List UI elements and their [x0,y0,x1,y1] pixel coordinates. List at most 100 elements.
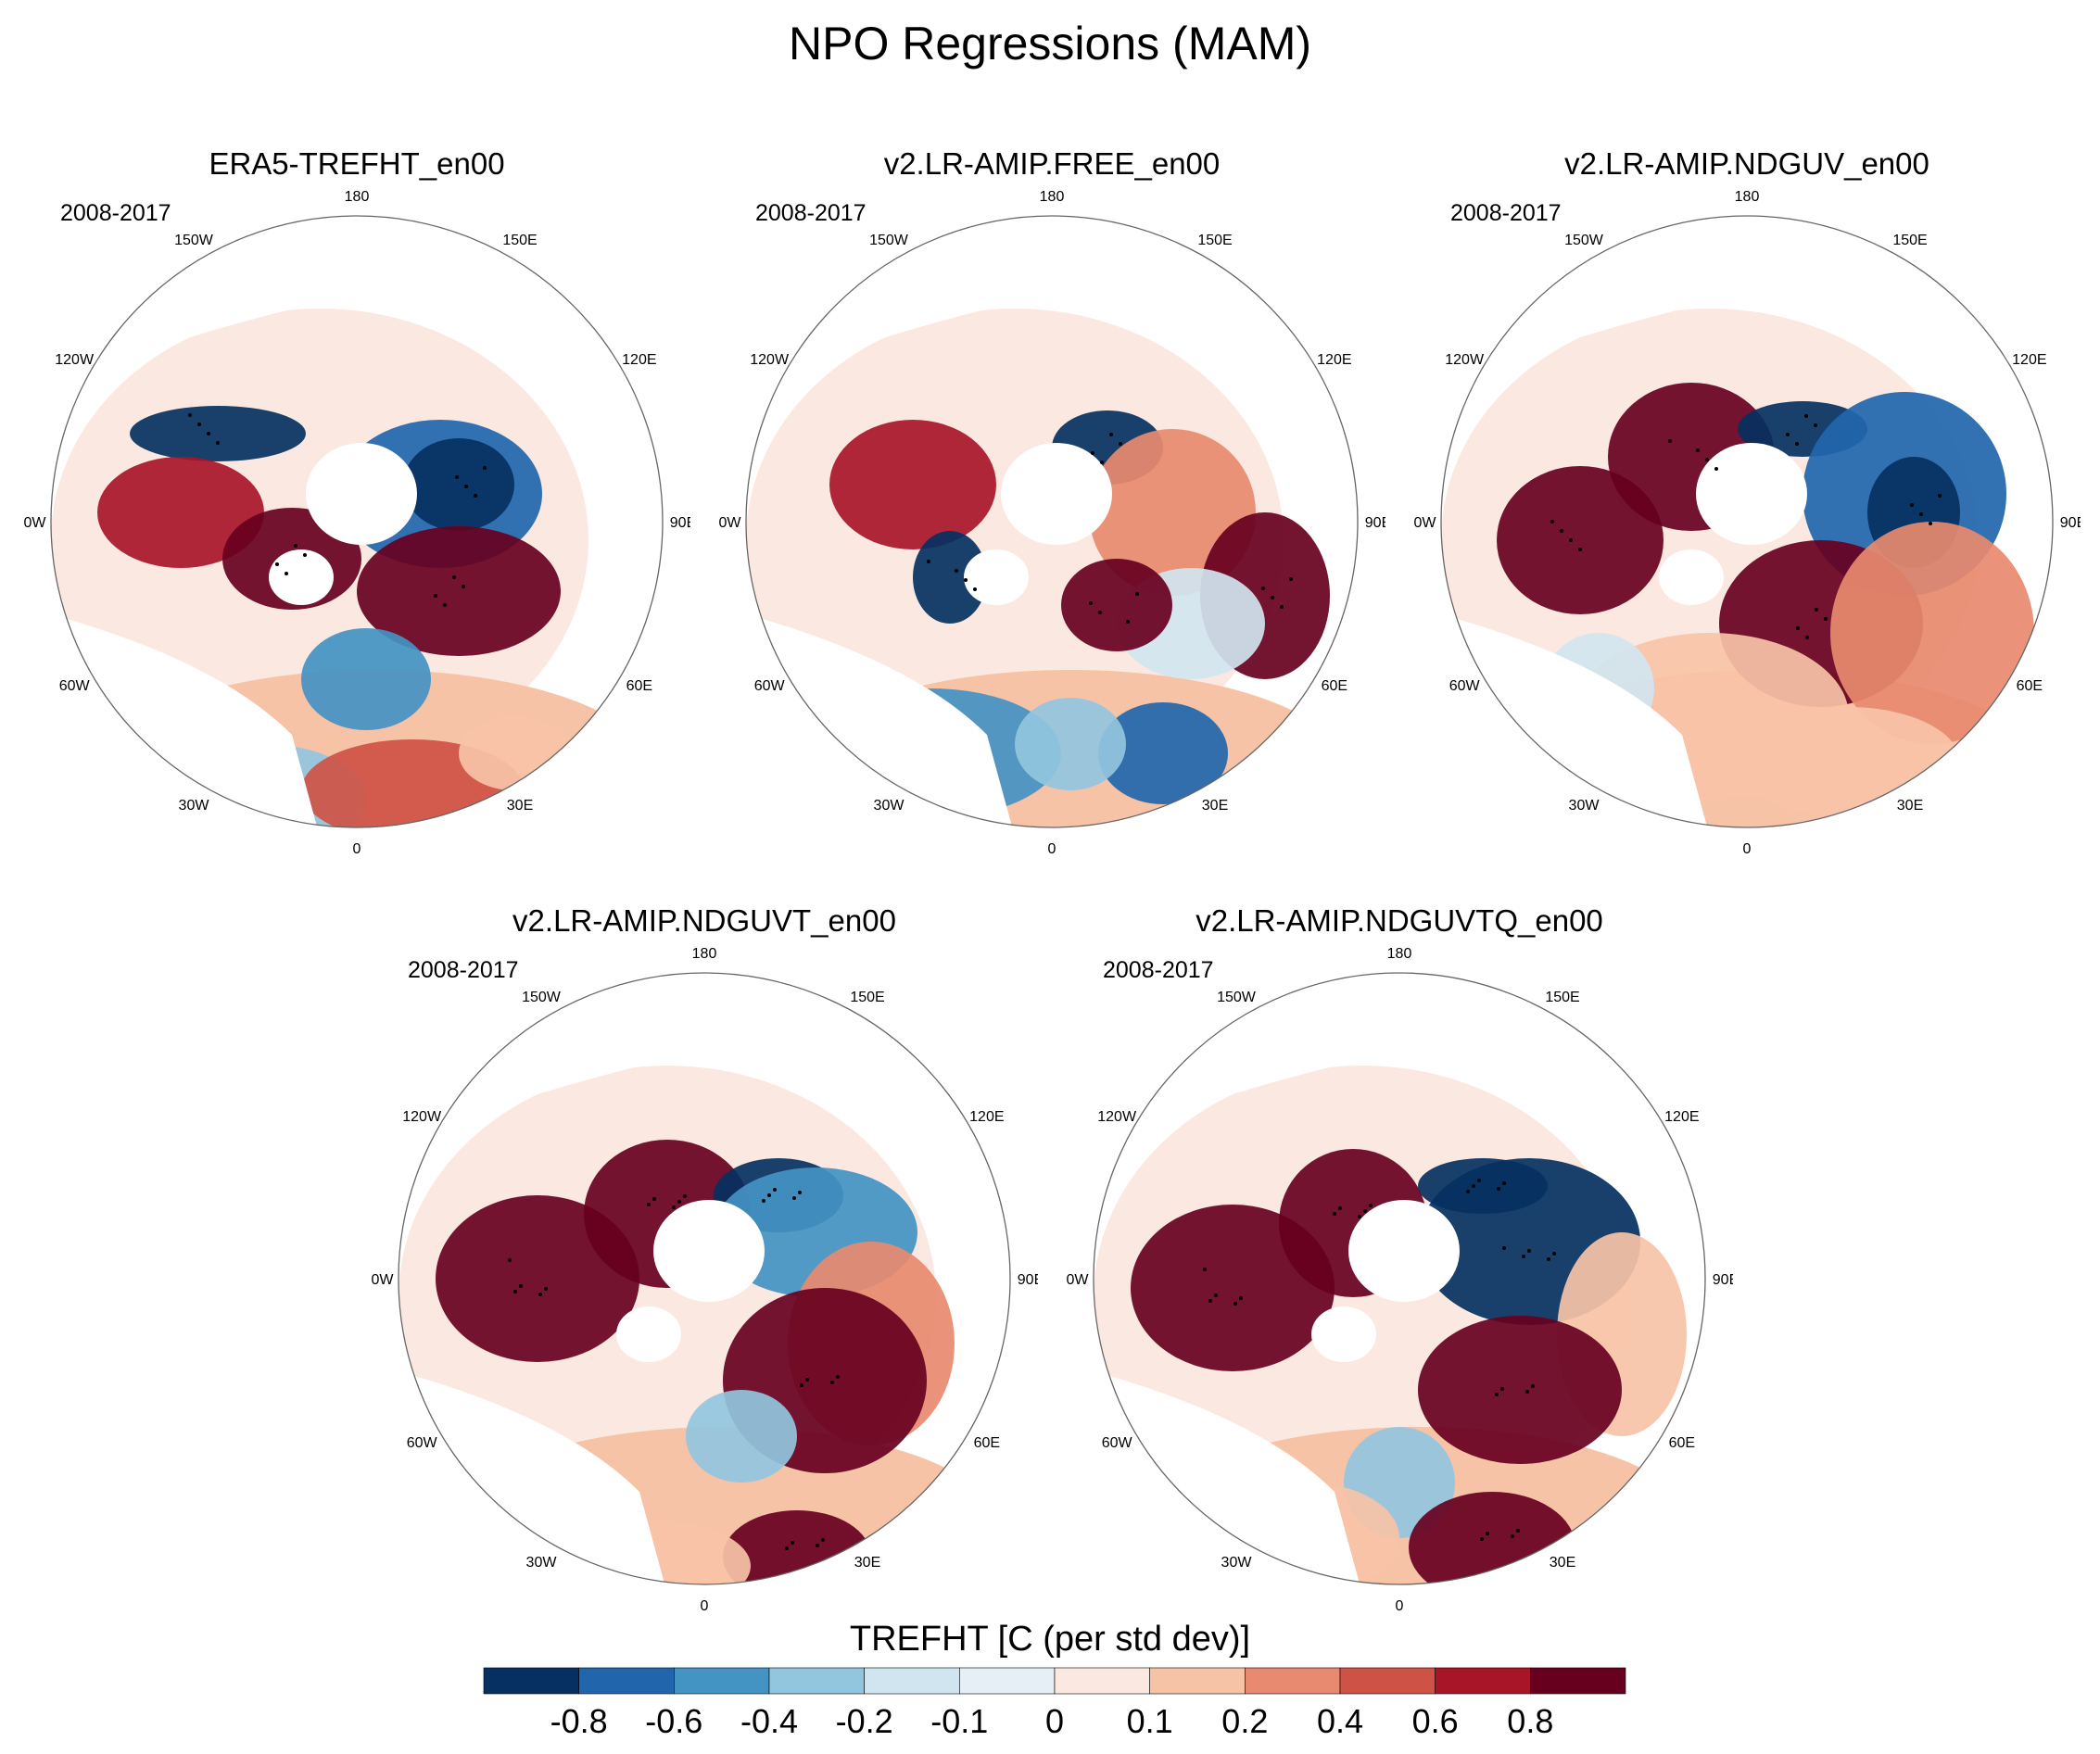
significance-dot [672,1205,676,1209]
significance-dot [1214,1293,1218,1297]
significance-dot [1531,1384,1535,1388]
significance-dot [1203,1268,1207,1271]
significance-dot [1091,451,1094,455]
colorbar-label: 0.1 [1127,1702,1173,1740]
significance-dot [455,475,459,479]
map-panel-era5: ERA5-TREFHT_en00 2008-2017 180 150E 120E 90… [23,146,690,925]
significance-dot [1502,1246,1506,1250]
hudson-bay [616,1306,681,1362]
significance-dot [1271,596,1274,599]
significance-dot [434,594,437,598]
longitude-label: 150W [522,990,562,1005]
longitude-label: 30E [1550,1555,1575,1571]
significance-dot [1824,617,1828,621]
significance-dot [767,1193,771,1197]
figure-title: NPO Regressions (MAM) [789,18,1311,69]
significance-dot [544,1287,548,1291]
anomaly-blob [913,531,987,624]
longitude-label: 90W [718,515,741,531]
longitude-label: 150E [1545,990,1579,1005]
longitude-label: 120E [622,352,656,368]
longitude-label: 90W [23,515,46,531]
significance-dot [1502,1181,1506,1185]
significance-dot [1135,592,1139,596]
significance-dot [1795,442,1799,446]
significance-dot [973,587,977,591]
longitude-label: 150E [850,990,884,1005]
longitude-label: 120W [55,352,95,368]
map-boundary [398,972,1011,1585]
anomaly-blob [403,438,514,531]
colorbar-label: 0.8 [1507,1702,1553,1740]
significance-dot [683,1194,687,1198]
significance-dot [805,1378,809,1382]
significance-dot [1804,414,1808,418]
significance-dot [1814,423,1817,427]
longitude-label: 120W [750,352,790,368]
significance-dot [785,1546,789,1550]
longitude-label: 0 [1743,841,1752,857]
panel-period: 2008-2017 [1103,957,1214,983]
significance-dot [1805,636,1809,639]
longitude-label: 90W [371,1272,394,1288]
longitude-label: 60E [974,1435,1000,1451]
longitude-label: 60W [59,678,91,694]
colorbar-label: -0.1 [930,1702,988,1740]
significance-dot [285,572,288,575]
significance-dot [1511,1534,1514,1538]
anomaly-blob [1497,466,1664,614]
significance-dot [1919,512,1923,516]
significance-dot [1938,494,1942,498]
anomaly-blob [1830,522,2034,744]
hudson-bay [1659,549,1724,605]
anomaly-field [1441,216,2053,827]
significance-dot [1522,1255,1525,1258]
longitude-label: 60W [754,678,786,694]
hudson-bay [269,549,334,605]
longitude-label: 150W [174,233,214,248]
longitude-label: 120W [1445,352,1485,368]
anomaly-field [51,216,663,827]
longitude-label: 60E [1322,678,1347,694]
significance-dot [1668,439,1672,443]
map-panel-ndguv: v2.LR-AMIP.NDGUV_en00 2008-2017 180 150E 1… [1413,146,2081,925]
significance-dot [474,494,477,498]
colorbar-label: 0.6 [1412,1702,1459,1740]
colorbar-label: -0.6 [645,1702,702,1740]
colorbar-label: 0.4 [1317,1702,1363,1740]
longitude-label: 120E [1317,352,1351,368]
significance-dot [452,575,456,579]
anomaly-blob [1418,1316,1622,1464]
panel-period: 2008-2017 [1450,200,1562,226]
significance-dot [1786,433,1790,436]
arctic-ocean [1696,443,1807,545]
significance-dot [1098,611,1102,614]
anomaly-blob [301,628,431,730]
anomaly-blob [829,420,996,549]
significance-dot [1338,1206,1342,1210]
longitude-label: 0 [701,1598,709,1614]
longitude-label: 60W [1449,678,1481,694]
longitude-label: 30W [526,1555,558,1571]
arctic-ocean [306,443,417,545]
significance-dot [955,569,958,573]
longitude-label: 60W [407,1435,438,1451]
longitude-label: 30W [1569,798,1600,814]
colorbar-label: 0.2 [1221,1702,1268,1740]
anomaly-blob [357,526,561,656]
longitude-label: 90E [2060,515,2081,531]
significance-dot [1929,522,1932,525]
anomaly-blob [1409,1492,1575,1584]
significance-dot [1289,577,1293,581]
longitude-label: 0 [1396,1598,1404,1614]
longitude-label: 180 [1387,946,1412,962]
longitude-label: 0 [1048,841,1056,857]
colorbar-label: 0 [1045,1702,1064,1740]
significance-dot [1516,1529,1520,1533]
significance-dot [1569,538,1573,542]
longitude-label: 0 [353,841,361,857]
map-panel-free: v2.LR-AMIP.FREE_en00 2008-2017 180 150E 12… [718,146,1385,925]
longitude-label: 60E [626,678,652,694]
significance-dot [1527,1249,1531,1253]
hudson-bay [964,549,1029,605]
